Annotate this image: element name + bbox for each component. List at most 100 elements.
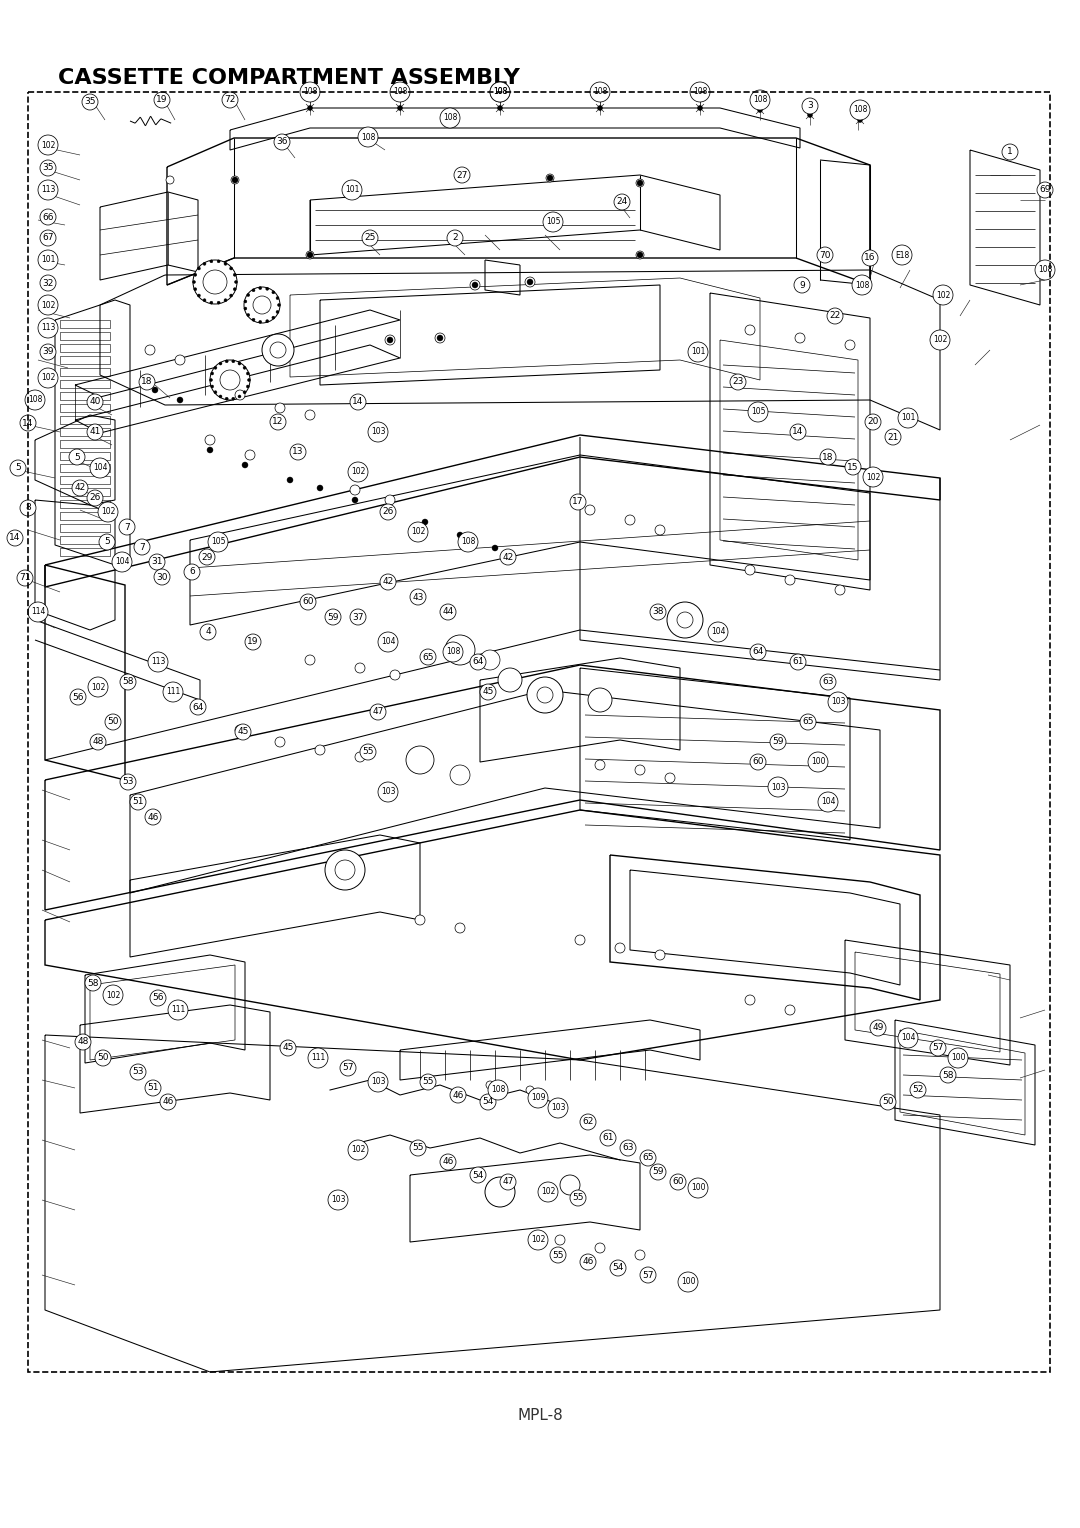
Circle shape [266, 287, 269, 290]
Text: 14: 14 [10, 533, 21, 542]
Circle shape [445, 636, 475, 665]
Circle shape [852, 275, 872, 295]
Circle shape [637, 180, 643, 186]
Circle shape [328, 1190, 348, 1210]
Text: 108: 108 [490, 1085, 505, 1094]
Text: 2: 2 [453, 234, 458, 243]
Circle shape [1035, 260, 1055, 280]
Circle shape [203, 270, 227, 293]
Circle shape [245, 634, 261, 649]
Circle shape [384, 335, 395, 345]
Circle shape [615, 194, 630, 209]
Circle shape [450, 766, 470, 785]
Circle shape [87, 423, 103, 440]
Text: 47: 47 [373, 707, 383, 717]
Circle shape [880, 1094, 896, 1109]
Text: 14: 14 [352, 397, 364, 406]
Circle shape [232, 359, 234, 362]
Circle shape [214, 391, 217, 394]
Circle shape [368, 1073, 388, 1093]
Circle shape [325, 610, 341, 625]
Text: 113: 113 [41, 185, 55, 194]
Text: 113: 113 [41, 324, 55, 333]
Text: 105: 105 [751, 408, 766, 417]
Text: 103: 103 [370, 1077, 386, 1086]
Circle shape [211, 385, 214, 388]
Circle shape [422, 520, 428, 526]
Circle shape [90, 458, 110, 478]
Text: 19: 19 [247, 637, 259, 646]
Circle shape [287, 477, 293, 483]
Text: 41: 41 [90, 428, 100, 437]
Circle shape [750, 90, 770, 110]
Circle shape [253, 296, 271, 313]
Circle shape [488, 1080, 508, 1100]
Text: 42: 42 [75, 483, 85, 492]
Text: 62: 62 [582, 1117, 594, 1126]
Text: 109: 109 [530, 1094, 545, 1103]
Circle shape [650, 604, 666, 620]
Circle shape [224, 263, 227, 266]
Text: 102: 102 [91, 683, 105, 692]
Circle shape [440, 1154, 456, 1170]
Text: 64: 64 [192, 703, 204, 712]
Text: 113: 113 [151, 657, 165, 666]
Text: 14: 14 [23, 419, 33, 428]
Circle shape [362, 231, 378, 246]
Circle shape [21, 500, 36, 516]
Circle shape [112, 552, 132, 571]
Circle shape [340, 1060, 356, 1076]
Circle shape [454, 167, 470, 183]
Circle shape [816, 248, 833, 263]
Text: 101: 101 [345, 185, 360, 194]
Text: 1: 1 [1008, 148, 1013, 156]
Circle shape [863, 468, 883, 487]
Text: 103: 103 [370, 428, 386, 437]
Circle shape [795, 333, 805, 342]
Circle shape [130, 795, 146, 810]
Circle shape [325, 850, 365, 889]
Text: 18: 18 [141, 377, 152, 387]
Circle shape [134, 539, 150, 555]
Circle shape [232, 177, 238, 183]
Circle shape [470, 280, 480, 290]
Circle shape [243, 391, 246, 394]
Text: 100: 100 [691, 1184, 705, 1192]
Circle shape [387, 509, 393, 515]
Circle shape [226, 397, 228, 400]
Circle shape [368, 422, 388, 442]
Text: 5: 5 [104, 538, 110, 547]
Circle shape [259, 321, 261, 324]
Circle shape [600, 1131, 616, 1146]
Text: 7: 7 [139, 542, 145, 552]
Text: 19: 19 [157, 95, 167, 104]
Circle shape [350, 610, 366, 625]
Circle shape [233, 274, 237, 277]
Text: 44: 44 [443, 608, 454, 616]
Circle shape [897, 408, 918, 428]
Circle shape [160, 1094, 176, 1109]
Circle shape [625, 515, 635, 526]
Text: 100: 100 [950, 1053, 966, 1062]
Circle shape [546, 176, 553, 180]
Circle shape [688, 1178, 708, 1198]
Circle shape [785, 575, 795, 585]
Circle shape [300, 83, 320, 102]
Circle shape [620, 1140, 636, 1157]
Circle shape [580, 1254, 596, 1270]
Text: 45: 45 [238, 727, 248, 736]
Text: 60: 60 [302, 597, 314, 607]
Circle shape [184, 564, 200, 581]
Circle shape [730, 374, 746, 390]
Circle shape [390, 669, 400, 680]
Text: 57: 57 [643, 1270, 653, 1279]
Circle shape [232, 397, 234, 400]
Circle shape [470, 1167, 486, 1183]
Text: 63: 63 [622, 1143, 634, 1152]
Circle shape [300, 594, 316, 610]
Text: 26: 26 [90, 494, 100, 503]
Circle shape [38, 180, 58, 200]
Circle shape [470, 654, 486, 669]
Circle shape [615, 943, 625, 953]
Text: 20: 20 [867, 417, 879, 426]
